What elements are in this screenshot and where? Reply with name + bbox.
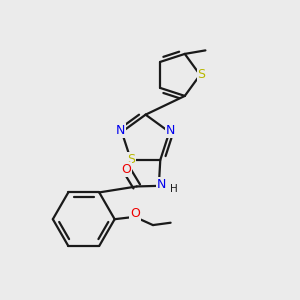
Text: S: S	[127, 153, 135, 167]
Text: N: N	[157, 178, 167, 191]
Text: S: S	[197, 68, 206, 81]
Text: N: N	[116, 124, 125, 137]
Text: O: O	[122, 163, 131, 176]
Text: H: H	[170, 184, 177, 194]
Text: N: N	[166, 124, 176, 137]
Text: O: O	[130, 207, 140, 220]
